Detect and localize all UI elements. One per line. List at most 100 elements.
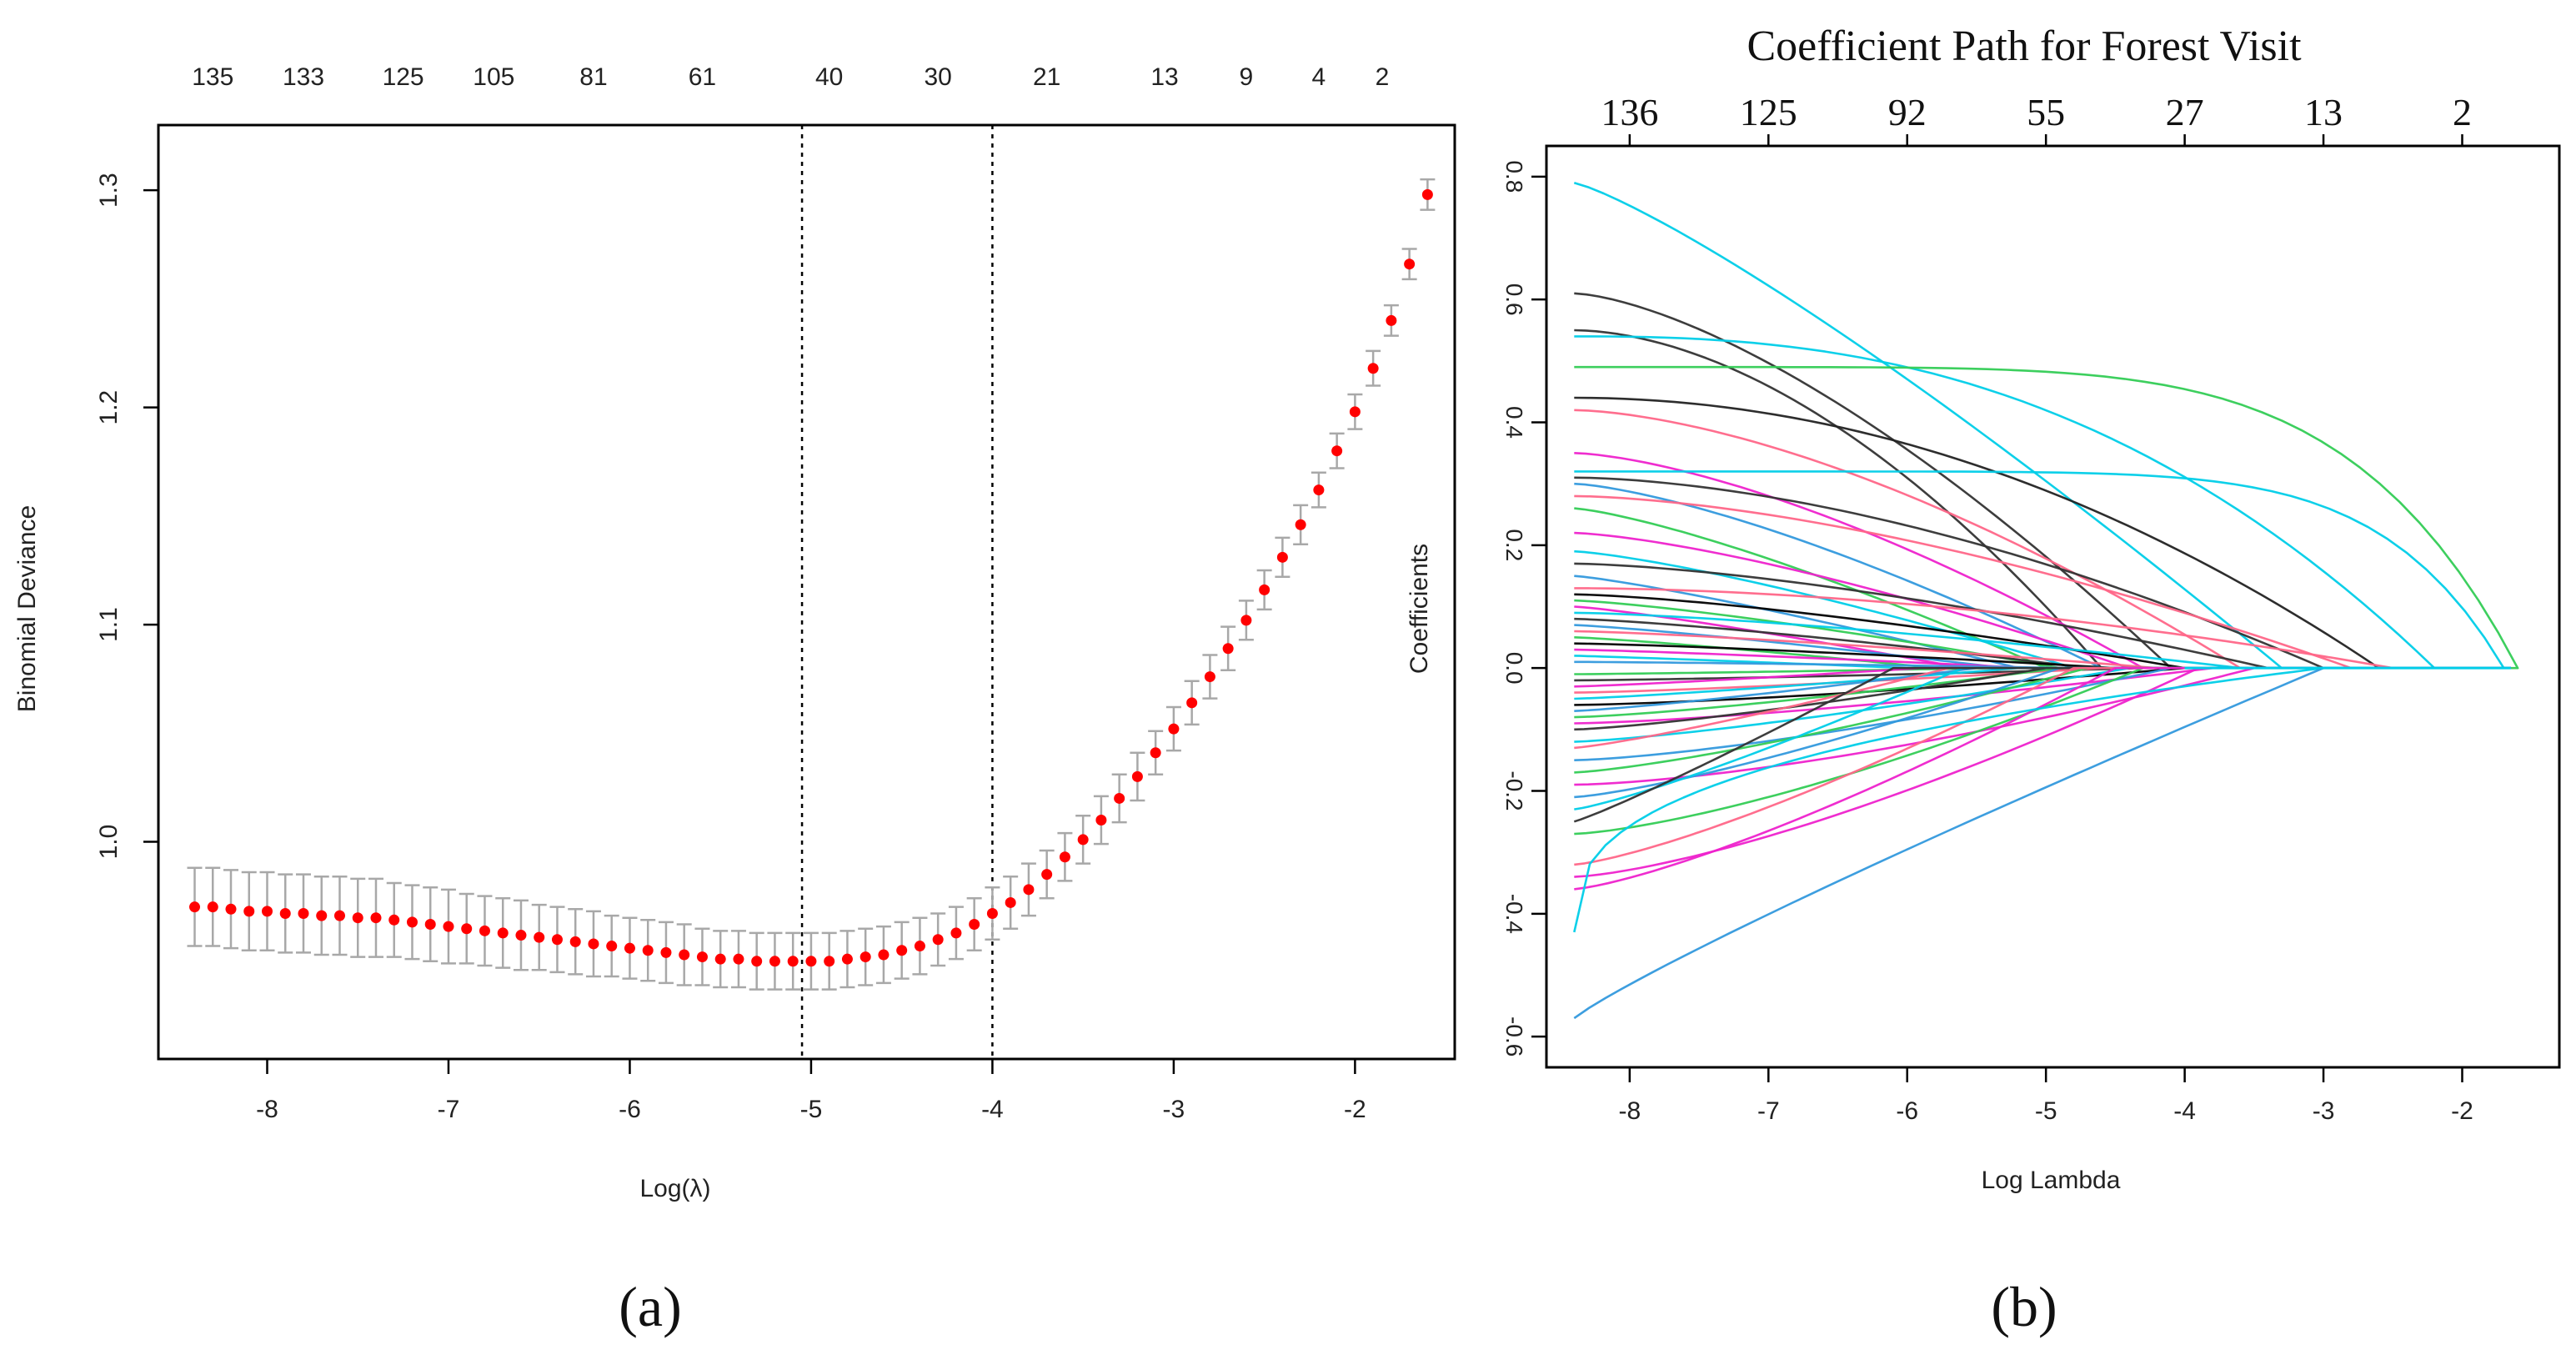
- b-coef-path: [1574, 482, 2511, 670]
- b-coef-path: [1574, 666, 2511, 719]
- a-top-tick-label: 13: [1150, 63, 1178, 91]
- b-x-tick-label: -7: [1757, 1097, 1780, 1125]
- b-coef-path: [1574, 666, 2511, 799]
- a-data-point: [551, 934, 563, 946]
- a-plot-area: [187, 125, 1436, 1059]
- a-y-tick-label: 1.3: [95, 173, 123, 208]
- a-data-point: [1240, 615, 1252, 626]
- a-data-point: [388, 914, 400, 926]
- b-coef-path: [1574, 666, 2511, 725]
- a-data-point: [443, 921, 454, 932]
- b-coef-path: [1574, 666, 2511, 878]
- a-x-tick-label: -6: [619, 1096, 641, 1123]
- a-top-tick-label: 30: [924, 63, 951, 91]
- a-data-point: [1295, 519, 1306, 530]
- b-coef-path: [1574, 636, 2511, 670]
- b-coef-path: [1574, 666, 2511, 810]
- a-x-tick-label: -7: [438, 1096, 460, 1123]
- a-data-point: [787, 956, 799, 967]
- b-x-tick-label: -2: [2451, 1097, 2473, 1125]
- b-coef-path: [1574, 617, 2511, 670]
- b-coef-path: [1574, 666, 2511, 836]
- a-data-point: [896, 945, 908, 956]
- b-top-tick-label: 125: [1740, 91, 1797, 133]
- a-data-point: [751, 956, 763, 967]
- a-data-point: [243, 906, 255, 917]
- a-data-point: [188, 901, 200, 913]
- b-x-axis-label: Log Lambda: [1982, 1167, 2121, 1194]
- a-data-point: [1313, 484, 1325, 496]
- a-data-point: [1276, 551, 1288, 563]
- b-y-tick-label: 0.8: [1501, 160, 1527, 193]
- b-coef-path: [1574, 660, 2511, 670]
- a-data-point: [588, 938, 599, 950]
- a-data-point: [316, 910, 328, 921]
- a-top-tick-label: 125: [383, 63, 424, 91]
- b-coef-path: [1574, 562, 2511, 670]
- a-top-tick-label: 2: [1376, 63, 1390, 91]
- a-data-point: [1349, 406, 1361, 418]
- b-top-tick-label: 92: [1888, 91, 1927, 133]
- a-data-point: [914, 941, 925, 952]
- a-y-tick-label: 1.1: [95, 607, 123, 642]
- a-data-point: [1077, 834, 1089, 846]
- a-data-point: [696, 951, 708, 963]
- a-top-tick-label: 40: [815, 63, 843, 91]
- b-coef-path: [1573, 181, 2511, 670]
- a-data-point: [515, 930, 527, 941]
- a-data-point: [1331, 445, 1343, 457]
- b-plot-area: [1573, 181, 2519, 1020]
- a-data-point: [225, 903, 237, 915]
- b-y-axis: -0.6 -0.4 -0.2 0.0 0.2 0.4 0.6 0.8: [1501, 160, 1546, 1056]
- b-coef-path: [1574, 396, 2511, 670]
- b-x-tick-label: -6: [1896, 1097, 1918, 1125]
- a-x-tick-label: -3: [1163, 1096, 1185, 1123]
- a-data-point: [1150, 747, 1161, 759]
- a-data-point: [1186, 697, 1198, 709]
- b-coef-path: [1574, 593, 2511, 670]
- a-data-point: [569, 936, 581, 947]
- a-data-point: [352, 912, 363, 924]
- b-y-tick-label: 0.6: [1501, 284, 1527, 316]
- b-coef-path: [1574, 648, 2511, 670]
- a-data-point: [878, 949, 890, 961]
- a-data-point: [714, 953, 726, 965]
- a-x-tick-label: -2: [1344, 1096, 1366, 1123]
- a-data-point: [841, 953, 853, 965]
- a-data-point: [1041, 869, 1053, 881]
- b-coef-path: [1574, 587, 2511, 670]
- a-panel-label: (a): [619, 1275, 681, 1338]
- b-top-tick-label: 13: [2304, 91, 2343, 133]
- b-coef-path: [1574, 666, 2511, 688]
- b-y-axis-label: Coefficients: [1406, 544, 1433, 674]
- b-coef-path: [1574, 666, 2511, 750]
- b-x-tick-label: -3: [2313, 1097, 2335, 1125]
- b-coef-path: [1574, 494, 2511, 670]
- b-chart-title: Coefficient Path for Forest Visit: [1747, 23, 2302, 70]
- a-data-point: [479, 925, 490, 936]
- b-x-tick-label: -8: [1619, 1097, 1641, 1125]
- a-data-point: [424, 919, 436, 931]
- b-coef-path: [1574, 666, 2511, 774]
- b-coef-path: [1574, 292, 2511, 670]
- a-x-axis: -8 -7 -6 -5 -4 -3 -2: [256, 1059, 1366, 1123]
- a-data-point: [1005, 896, 1016, 908]
- b-y-tick-label: 0.0: [1501, 652, 1527, 685]
- b-top-tick-label: 136: [1601, 91, 1658, 133]
- b-coef-path: [1574, 666, 2511, 891]
- b-top-axis: 136 125 92 55 27 13 2: [1601, 91, 2472, 146]
- b-coef-path: [1574, 470, 2511, 670]
- b-coef-path: [1573, 666, 2511, 933]
- a-data-point: [207, 901, 218, 913]
- b-y-tick-label: -0.4: [1501, 894, 1527, 934]
- a-data-point: [769, 956, 780, 967]
- a-data-point: [950, 927, 962, 939]
- b-coef-path: [1574, 531, 2511, 670]
- b-coef-path: [1574, 507, 2511, 670]
- a-data-point: [1114, 792, 1125, 804]
- a-data-point: [1386, 314, 1397, 326]
- panel-b: Coefficient Path for Forest Visit -8 -7 -6…: [1406, 23, 2561, 1338]
- a-data-point: [986, 907, 998, 919]
- a-top-tick-label: 9: [1240, 63, 1254, 91]
- b-coef-path: [1574, 666, 2511, 866]
